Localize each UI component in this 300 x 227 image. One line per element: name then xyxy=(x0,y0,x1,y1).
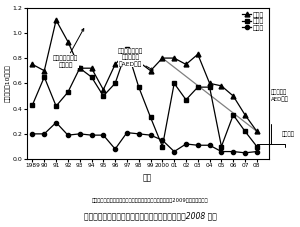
中学生 xyxy=(172,82,176,85)
小学生 xyxy=(184,143,188,145)
中学生 xyxy=(54,105,58,107)
Y-axis label: 死亡率（対10万人）: 死亡率（対10万人） xyxy=(6,64,11,102)
高校生 xyxy=(54,19,58,22)
小学生 xyxy=(255,150,259,153)
高校生 xyxy=(220,84,223,87)
Line: 高校生: 高校生 xyxy=(30,18,259,134)
高校生 xyxy=(196,53,200,56)
中学生 xyxy=(43,76,46,78)
小学生 xyxy=(137,133,141,135)
高校生 xyxy=(43,69,46,72)
高校生 xyxy=(172,57,176,59)
中学生 xyxy=(125,48,129,51)
小学生 xyxy=(231,150,235,153)
高校生 xyxy=(125,50,129,53)
中学生 xyxy=(231,114,235,116)
Text: 小中高生の学校管理下の心臓突然死の発症率（－2008 年）: 小中高生の学校管理下の心臓突然死の発症率（－2008 年） xyxy=(84,211,216,220)
中学生 xyxy=(160,145,164,148)
中学生 xyxy=(113,82,117,85)
高校生 xyxy=(78,67,82,69)
高校生 xyxy=(113,63,117,66)
Text: 医師の指示なく
救命救急士
のAED使用: 医師の指示なく 救命救急士 のAED使用 xyxy=(118,48,153,70)
小学生 xyxy=(196,144,200,147)
高校生 xyxy=(208,82,211,85)
X-axis label: 年度: 年度 xyxy=(143,174,152,183)
小学生 xyxy=(208,144,211,147)
高校生 xyxy=(184,63,188,66)
中学生 xyxy=(220,145,223,148)
小学生 xyxy=(43,133,46,135)
Legend: 高校生, 中学生, 小学生: 高校生, 中学生, 小学生 xyxy=(241,11,266,32)
小学生 xyxy=(54,121,58,124)
小学生 xyxy=(149,134,152,136)
中学生 xyxy=(196,86,200,89)
中学生 xyxy=(184,98,188,101)
中学生 xyxy=(255,145,259,148)
高校生 xyxy=(149,69,152,72)
高校生 xyxy=(243,114,247,116)
中学生 xyxy=(31,104,34,106)
小学生 xyxy=(78,133,82,135)
小学生 xyxy=(31,133,34,135)
高校生 xyxy=(31,63,34,66)
中学生 xyxy=(149,116,152,119)
小学生 xyxy=(243,151,247,154)
小学生 xyxy=(220,150,223,153)
中学生 xyxy=(66,91,70,94)
中学生 xyxy=(78,67,82,69)
中学生 xyxy=(243,130,247,133)
小学生 xyxy=(113,148,117,151)
小学生 xyxy=(172,150,176,153)
高校生 xyxy=(101,88,105,91)
高校生 xyxy=(255,130,259,133)
中学生 xyxy=(208,86,211,89)
高校生 xyxy=(66,40,70,43)
小学生 xyxy=(66,134,70,136)
Text: （日本スポーツ振興センター資料、吉永正夫（日児会誌，2009）に一部追加）: （日本スポーツ振興センター資料、吉永正夫（日児会誌，2009）に一部追加） xyxy=(92,198,208,203)
Text: 一般市民の
AED使用: 一般市民の AED使用 xyxy=(271,89,289,101)
Line: 小学生: 小学生 xyxy=(30,120,259,155)
小学生 xyxy=(90,134,93,136)
Line: 中学生: 中学生 xyxy=(30,47,259,149)
高校生 xyxy=(160,57,164,59)
小学生 xyxy=(101,134,105,136)
高校生 xyxy=(231,95,235,97)
小学生 xyxy=(125,131,129,134)
Text: 学校心電図検診
の義務化: 学校心電図検診 の義務化 xyxy=(53,29,84,68)
中学生 xyxy=(90,76,93,78)
高校生 xyxy=(137,61,141,63)
中学生 xyxy=(137,86,141,89)
中学生 xyxy=(101,95,105,97)
高校生 xyxy=(90,67,93,69)
Text: 特に低い: 特に低い xyxy=(282,131,295,137)
小学生 xyxy=(160,139,164,142)
